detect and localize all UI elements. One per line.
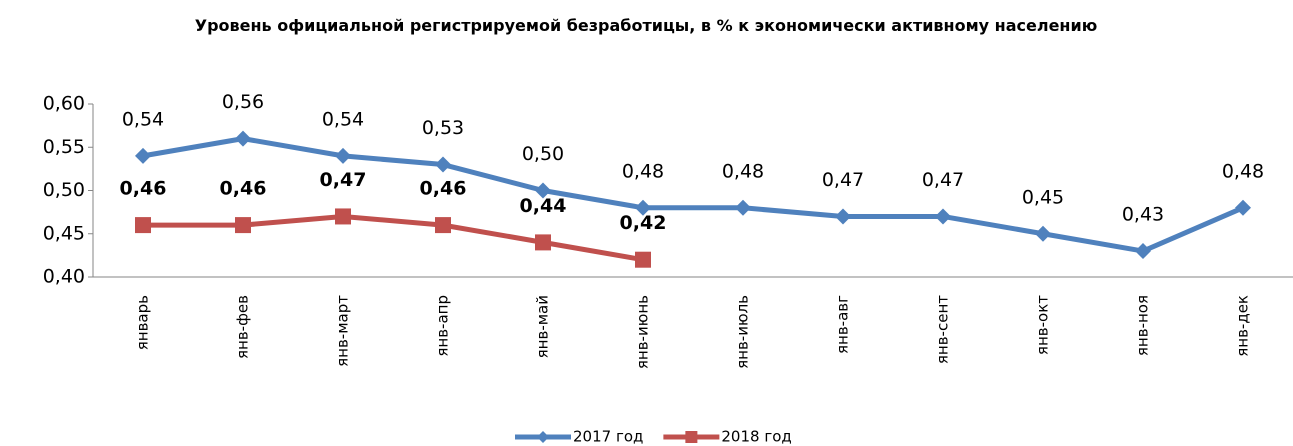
data-point [235, 217, 251, 234]
data-label: 0,46 [220, 178, 267, 200]
data-point [1135, 243, 1151, 260]
data-label: 0,56 [222, 91, 264, 113]
x-tick-label: янв-март [334, 295, 352, 367]
data-label: 0,50 [522, 143, 564, 165]
x-tick-label: янв-ноя [1134, 295, 1152, 356]
chart-title: Уровень официальной регистрируемой безра… [194, 16, 1098, 35]
data-label: 0,53 [422, 117, 464, 139]
x-tick-label: янв-дек [1234, 295, 1252, 357]
data-point [335, 208, 351, 225]
data-label: 0,54 [322, 108, 364, 130]
y-tick-label: 0,55 [43, 136, 85, 158]
data-label: 0,46 [120, 178, 167, 200]
data-point [635, 251, 651, 268]
data-point [135, 217, 151, 234]
data-label: 0,48 [622, 160, 664, 182]
data-point [235, 130, 251, 147]
data-point [435, 217, 451, 234]
data-label: 0,46 [420, 178, 467, 200]
data-label: 0,43 [1122, 204, 1164, 226]
data-point [435, 156, 451, 173]
x-tick-label: янв-май [534, 295, 552, 358]
data-point [535, 234, 551, 251]
data-label: 0,48 [1222, 160, 1264, 182]
series-line [143, 213, 644, 263]
legend-label: 2018 год [721, 428, 791, 446]
data-point [1035, 225, 1051, 242]
data-label: 0,47 [922, 169, 964, 191]
data-point [935, 208, 951, 225]
data-label: 0,45 [1022, 186, 1064, 208]
data-point [835, 208, 851, 225]
data-label: 0,54 [122, 108, 164, 130]
data-label: 0,42 [620, 212, 667, 234]
x-tick-label: январь [134, 295, 152, 350]
x-tick-label: янв-фев [234, 295, 252, 359]
series-line [142, 136, 1244, 254]
x-tick-label: янв-июль [734, 295, 752, 369]
x-tick-label: янв-сент [934, 295, 952, 364]
x-tick-label: янв-авг [834, 295, 852, 354]
y-tick-label: 0,45 [43, 222, 85, 244]
data-label: 0,47 [320, 169, 367, 191]
y-tick-label: 0,40 [43, 266, 85, 288]
data-point [135, 147, 151, 164]
y-tick-label: 0,60 [43, 93, 85, 115]
data-label: 0,48 [722, 160, 764, 182]
x-tick-label: янв-апр [434, 295, 452, 357]
data-point [335, 147, 351, 164]
legend-marker [537, 431, 549, 443]
legend-label: 2017 год [573, 428, 643, 446]
x-tick-label: янв-окт [1034, 295, 1052, 355]
data-point [1235, 199, 1251, 216]
legend-marker [685, 431, 698, 443]
data-label: 0,47 [822, 169, 864, 191]
x-tick-label: янв-июнь [634, 295, 652, 369]
data-label: 0,44 [520, 195, 567, 217]
data-point [635, 199, 651, 216]
y-tick-label: 0,50 [43, 179, 85, 201]
data-point [735, 199, 751, 216]
data-point [535, 182, 551, 199]
